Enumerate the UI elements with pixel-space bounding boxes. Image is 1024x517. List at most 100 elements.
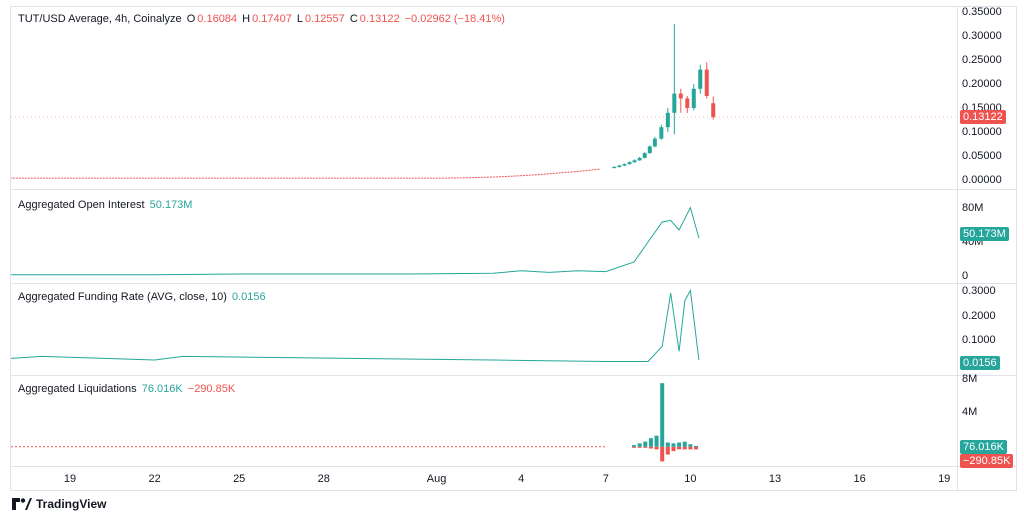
time-tick: 25 [233, 473, 246, 485]
price-history-line [11, 168, 601, 179]
short-liquidation-bar [632, 446, 636, 448]
short-liquidation-bar [660, 446, 665, 462]
time-tick: 28 [317, 473, 330, 485]
candle-body [632, 160, 637, 163]
liq-short-badge: −290.85K [960, 454, 1014, 468]
time-tick: 19 [938, 473, 951, 485]
liquidations-pane[interactable] [11, 376, 957, 466]
candle-body [685, 98, 690, 108]
time-tick: 7 [602, 473, 609, 485]
long-liquidation-bar [665, 442, 670, 447]
long-liquidation-bar [632, 445, 636, 447]
footer[interactable]: TradingView [12, 497, 106, 511]
candle-body [647, 146, 652, 154]
long-liquidation-bar [677, 442, 682, 447]
long-liquidation-bar [648, 438, 653, 447]
low-label: L [296, 13, 304, 25]
funding-tick: 0.3000 [962, 285, 996, 297]
high-value: 0.17407 [252, 13, 292, 25]
candle-body [711, 103, 716, 118]
main-legend[interactable]: TUT/USD Average, 4h, Coinalyze O 0.16084 … [18, 13, 507, 25]
price-scale-separator [957, 6, 958, 491]
short-liquidation-bar [682, 446, 687, 450]
funding-title[interactable]: Aggregated Funding Rate (AVG, close, 10) [18, 291, 227, 303]
price-tick: 0.10000 [962, 126, 1002, 138]
open-label: O [186, 13, 196, 25]
open-value: 0.16084 [197, 13, 238, 25]
liq-legend[interactable]: Aggregated Liquidations 76.016K −290.85K [18, 383, 237, 395]
long-liquidation-bar [637, 443, 642, 447]
candle-body [612, 167, 617, 169]
short-liquidation-bar [637, 446, 642, 448]
candle-body [691, 88, 696, 108]
change-value: −0.02962 (−18.41%) [404, 13, 505, 25]
oi-tick: 0 [962, 270, 969, 282]
short-liquidation-bar [694, 446, 699, 450]
funding-tick: 0.1000 [962, 334, 996, 346]
time-tick: 13 [768, 473, 782, 485]
price-chart-pane[interactable] [11, 7, 957, 189]
candle-body [627, 162, 632, 165]
candle-body [704, 69, 709, 96]
candle-body [642, 153, 647, 158]
pane-separator[interactable] [10, 189, 1017, 190]
open-interest-pane[interactable] [11, 190, 957, 283]
long-liquidation-bar [682, 441, 687, 447]
price-tick: 0.20000 [962, 78, 1002, 90]
oi-tick: 80M [962, 202, 984, 214]
oi-legend[interactable]: Aggregated Open Interest 50.173M [18, 199, 194, 211]
liq-long-badge: 76.016K [960, 440, 1007, 454]
oi-title[interactable]: Aggregated Open Interest [18, 199, 145, 211]
time-tick: Aug [426, 473, 447, 485]
short-liquidation-bar [688, 446, 693, 450]
short-liquidation-bar [654, 446, 659, 450]
liq-long-value: 76.016K [141, 383, 183, 395]
short-liquidation-bar [677, 446, 682, 450]
time-axis-separator [10, 466, 1017, 467]
long-liquidation-bar [643, 441, 648, 447]
long-liquidation-bar [660, 383, 665, 447]
funding-value: 0.0156 [231, 291, 266, 303]
low-value: 0.12557 [305, 13, 345, 25]
last-price-badge: 0.13122 [960, 110, 1006, 124]
pane-separator[interactable] [10, 375, 1017, 376]
oi-value: 50.173M [149, 199, 193, 211]
candle-body [678, 93, 683, 99]
price-tick: 0.30000 [962, 30, 1002, 42]
long-liquidation-bar [688, 444, 693, 447]
liq-short-value: −290.85K [187, 383, 236, 395]
pane-separator[interactable] [10, 283, 1017, 284]
symbol-title[interactable]: TUT/USD Average, 4h, Coinalyze [18, 13, 182, 25]
short-liquidation-bar [648, 446, 653, 449]
price-tick: 0.25000 [962, 54, 1002, 66]
high-label: H [242, 13, 251, 25]
candle-body [659, 127, 664, 139]
tradingview-logo-icon [12, 498, 32, 510]
close-value: 0.13122 [359, 13, 400, 25]
brand-name: TradingView [36, 497, 107, 511]
series-line [11, 206, 700, 276]
funding-tick: 0.2000 [962, 310, 996, 322]
liq-tick: 4M [962, 406, 978, 418]
price-tick: 0.35000 [962, 6, 1002, 18]
close-label: C [349, 13, 358, 25]
candle-body [665, 112, 670, 128]
candle-body [698, 69, 703, 89]
long-liquidation-bar [671, 443, 676, 447]
short-liquidation-bar [665, 446, 670, 455]
liq-tick: 8M [962, 373, 978, 385]
time-tick: 10 [684, 473, 697, 485]
short-liquidation-bar [643, 446, 648, 448]
funding-last-badge: 0.0156 [960, 356, 1000, 370]
candle-body [652, 138, 657, 147]
funding-legend[interactable]: Aggregated Funding Rate (AVG, close, 10)… [18, 291, 268, 303]
oi-last-badge: 50.173M [960, 227, 1009, 241]
liq-title[interactable]: Aggregated Liquidations [18, 383, 137, 395]
time-tick: 22 [148, 473, 161, 485]
chart-frame [10, 6, 1017, 491]
candle-body [617, 165, 622, 168]
candle-body [672, 93, 677, 113]
funding-rate-pane[interactable] [11, 284, 957, 375]
short-liquidation-bar [671, 446, 676, 452]
time-tick: 4 [518, 473, 525, 485]
